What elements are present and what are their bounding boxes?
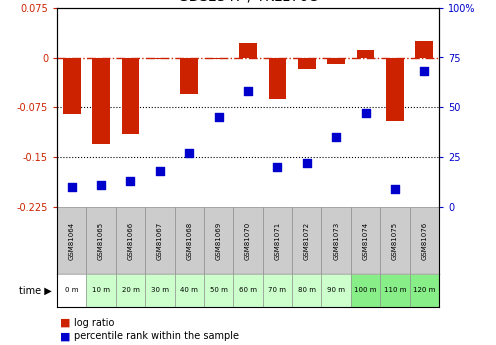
Bar [239,43,257,58]
Text: 40 m: 40 m [181,287,198,293]
Bar [321,274,351,307]
Bar [57,274,86,307]
Text: 80 m: 80 m [298,287,316,293]
Text: ■: ■ [60,318,70,327]
Text: 20 m: 20 m [122,287,139,293]
Bar [292,207,321,274]
Bar [410,207,439,274]
Bar [268,58,286,99]
Bar [57,207,86,274]
Text: GSM81069: GSM81069 [216,221,222,260]
Bar [151,58,169,59]
Bar [116,274,145,307]
Text: time ▶: time ▶ [19,285,52,295]
Text: GSM81068: GSM81068 [186,221,192,260]
Text: 60 m: 60 m [239,287,257,293]
Bar [380,207,410,274]
Text: 100 m: 100 m [354,287,377,293]
Bar [122,58,139,134]
Bar [204,274,233,307]
Text: GSM81071: GSM81071 [274,221,280,260]
Bar [327,58,345,64]
Bar [145,274,175,307]
Point [332,135,340,140]
Point [97,182,105,188]
Text: GSM81076: GSM81076 [421,221,427,260]
Text: 30 m: 30 m [151,287,169,293]
Text: 70 m: 70 m [268,287,286,293]
Bar [321,207,351,274]
Text: GSM81065: GSM81065 [98,221,104,259]
Text: 10 m: 10 m [92,287,110,293]
Bar [380,274,410,307]
Bar [233,274,263,307]
Bar [386,58,404,121]
Bar [92,58,110,144]
Bar [145,207,175,274]
Text: GSM81064: GSM81064 [69,221,75,259]
Text: GSM81072: GSM81072 [304,221,310,259]
Text: ■: ■ [60,332,70,341]
Bar [298,58,315,69]
Text: 110 m: 110 m [383,287,406,293]
Text: GSM81067: GSM81067 [157,221,163,260]
Text: percentile rank within the sample: percentile rank within the sample [74,332,240,341]
Point [215,115,223,120]
Bar [351,207,380,274]
Text: GSM81074: GSM81074 [363,221,369,259]
Bar [263,274,292,307]
Bar [181,58,198,94]
Title: GDS2347 / YKL176C: GDS2347 / YKL176C [178,0,318,4]
Bar [410,274,439,307]
Point [186,150,193,156]
Bar [204,207,233,274]
Bar [210,58,228,59]
Bar [233,207,263,274]
Point [303,160,310,166]
Bar [86,207,116,274]
Point [273,164,281,170]
Bar [357,50,374,58]
Point [391,186,399,192]
Bar [86,274,116,307]
Bar [263,207,292,274]
Bar [175,274,204,307]
Point [362,110,370,116]
Text: GSM81070: GSM81070 [245,221,251,260]
Bar [116,207,145,274]
Point [126,178,134,184]
Point [68,184,76,190]
Text: GSM81066: GSM81066 [127,221,133,260]
Text: GSM81075: GSM81075 [392,221,398,259]
Point [244,89,252,94]
Point [420,69,428,74]
Bar [292,274,321,307]
Text: log ratio: log ratio [74,318,115,327]
Bar [63,58,80,114]
Text: GSM81073: GSM81073 [333,221,339,260]
Bar [416,41,433,58]
Text: 90 m: 90 m [327,287,345,293]
Point [156,168,164,174]
Bar [351,274,380,307]
Bar [175,207,204,274]
Text: 50 m: 50 m [210,287,228,293]
Text: 0 m: 0 m [65,287,78,293]
Text: 120 m: 120 m [413,287,435,293]
